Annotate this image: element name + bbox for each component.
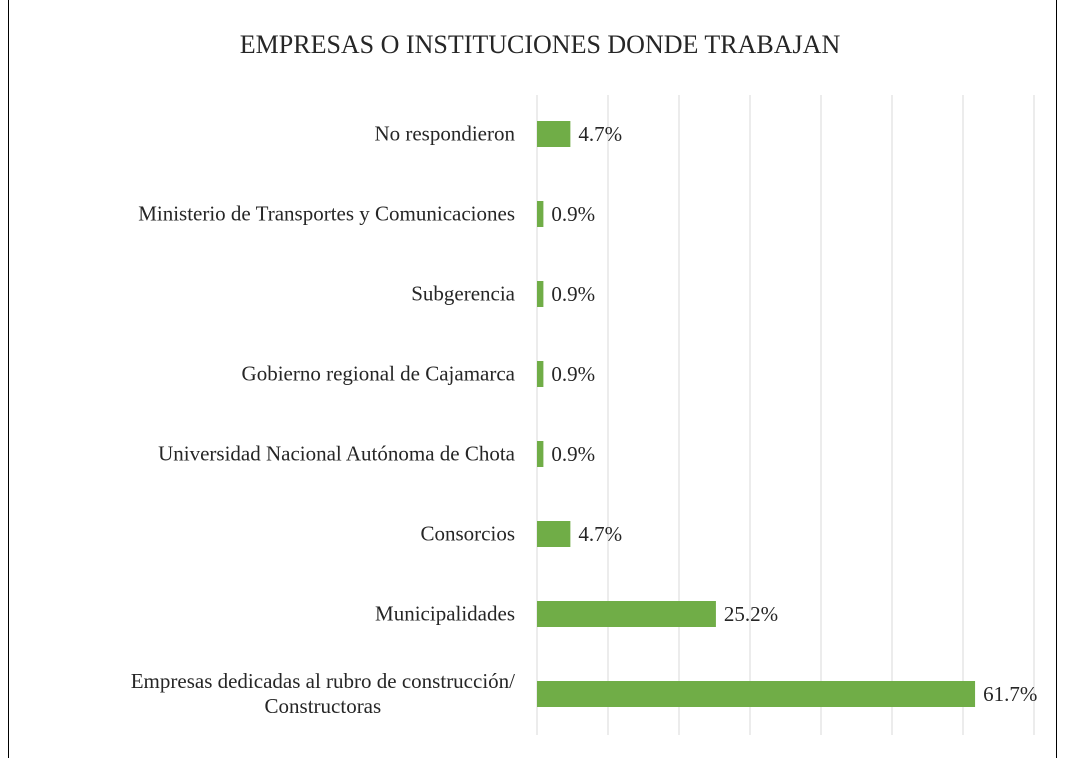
- bar: [537, 121, 571, 147]
- bar: [537, 681, 976, 707]
- data-label: 0.9%: [551, 442, 595, 466]
- bar: [537, 601, 716, 627]
- category-label: Ministerio de Transportes y Comunicacion…: [138, 201, 515, 226]
- category-label: Gobierno regional de Cajamarca: [241, 361, 515, 386]
- data-label: 0.9%: [551, 362, 595, 386]
- data-label: 4.7%: [578, 522, 622, 546]
- category-label: Universidad Nacional Autónoma de Chota: [158, 441, 515, 466]
- category-label: Municipalidades: [375, 601, 515, 626]
- data-label: 25.2%: [724, 602, 778, 626]
- category-label: No respondieron: [374, 121, 515, 146]
- bar: [537, 201, 544, 227]
- chart-title: EMPRESAS O INSTITUCIONES DONDE TRABAJAN: [240, 30, 841, 59]
- category-label: Empresas dedicadas al rubro de construcc…: [130, 669, 515, 718]
- data-label: 0.9%: [551, 202, 595, 226]
- data-label: 0.9%: [551, 282, 595, 306]
- category-label: Consorcios: [420, 521, 516, 546]
- frame: [8, 0, 1057, 758]
- bar: [537, 281, 544, 307]
- category-label: Subgerencia: [411, 281, 515, 306]
- bar: [537, 521, 571, 547]
- bar: [537, 361, 544, 387]
- bar: [537, 441, 544, 467]
- data-label: 61.7%: [983, 682, 1037, 706]
- data-label: 4.7%: [578, 122, 622, 146]
